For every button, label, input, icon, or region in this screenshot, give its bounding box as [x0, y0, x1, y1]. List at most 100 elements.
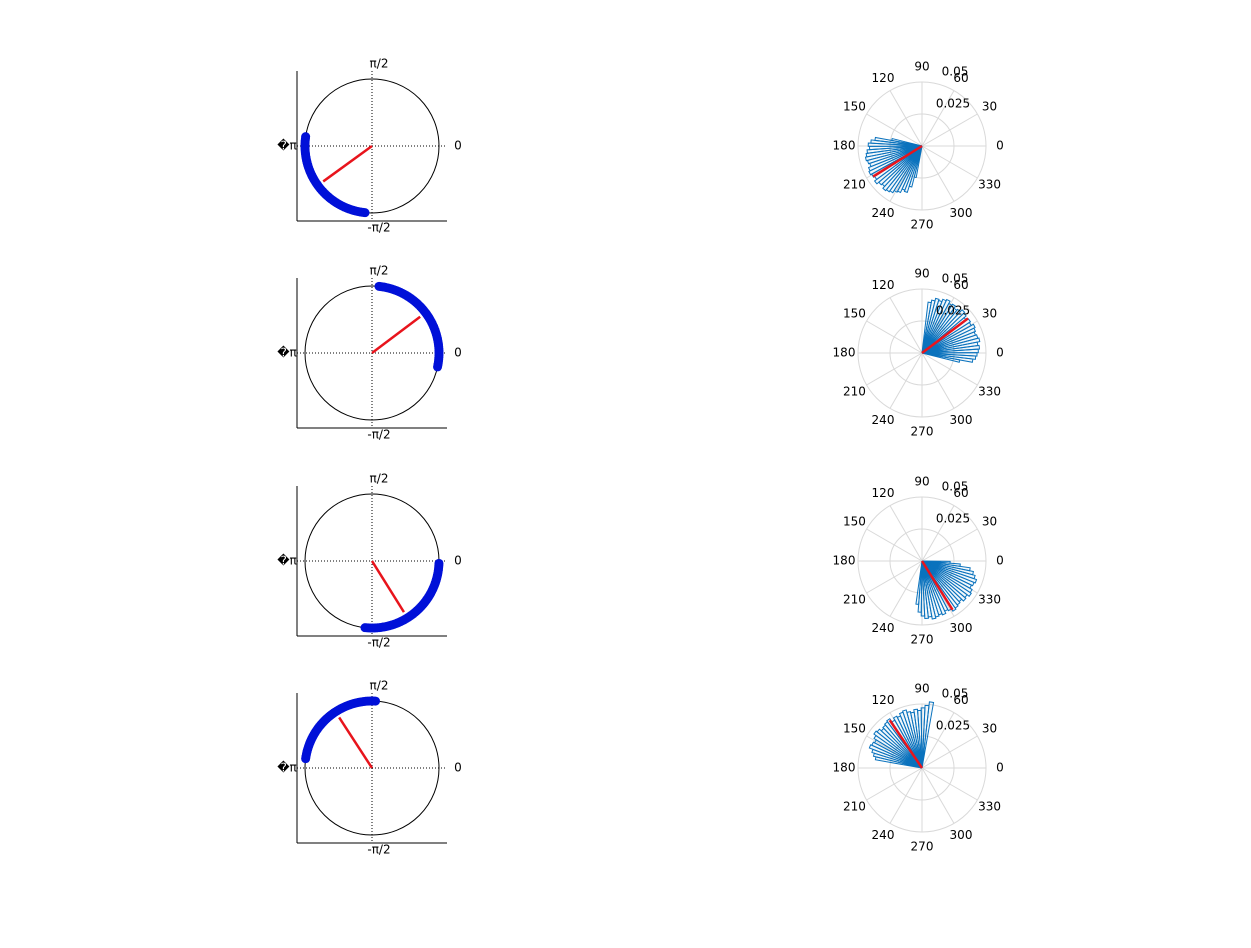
angle-tick-label: 330: [978, 593, 1001, 607]
grid-spoke: [866, 528, 923, 562]
radial-tick-label: 0.05: [942, 480, 969, 494]
circular-plot-1: π/2 0 �π -π/2: [277, 57, 462, 235]
circular-plot-3: π/2 0 �π -π/2: [277, 472, 462, 650]
mean-direction-line: [371, 315, 421, 354]
grid-spoke: [921, 767, 955, 824]
histogram-bar: [868, 744, 923, 769]
angle-tick-label: 300: [950, 828, 973, 842]
angle-tick-label: 120: [872, 486, 895, 500]
angle-tick-label: 150: [843, 515, 866, 529]
label-pi: �π: [277, 554, 297, 568]
grid-spoke: [921, 352, 978, 386]
histogram-bar: [908, 145, 923, 188]
angle-tick-label: 270: [911, 218, 934, 232]
histogram-bar: [921, 704, 930, 769]
label-pi: �π: [277, 761, 297, 775]
grid-spoke: [866, 560, 923, 594]
angle-tick-label: 30: [982, 515, 997, 529]
angle-tick-label: 30: [982, 307, 997, 321]
angle-tick-label: 60: [953, 71, 968, 85]
grid-spoke: [921, 712, 955, 769]
angle-tick-label: 120: [872, 693, 895, 707]
label-zero: 0: [454, 761, 462, 775]
angle-tick-label: 30: [982, 722, 997, 736]
grid-spoke: [866, 113, 923, 147]
angle-tick-label: 330: [978, 800, 1001, 814]
grid-spoke: [921, 145, 978, 179]
angle-tick-label: 60: [953, 486, 968, 500]
histogram-bar: [921, 298, 947, 354]
label-zero: 0: [454, 139, 462, 153]
grid-spoke: [889, 90, 923, 147]
label-pi: �π: [277, 139, 297, 153]
grid-spoke: [889, 297, 923, 354]
angle-tick-label: 90: [914, 475, 929, 489]
mean-direction-line: [322, 144, 373, 183]
angle-tick-label: 30: [982, 100, 997, 114]
histogram-bar: [921, 560, 976, 580]
grid-spoke: [921, 145, 955, 202]
mean-direction-line: [920, 560, 954, 611]
angle-tick-label: 210: [843, 385, 866, 399]
rose-plot-3: 0 30 60 90 120 150 180 210 240 270 300 330 0.025 0.05: [833, 475, 1004, 647]
histogram-bar: [921, 299, 936, 354]
histogram-bar: [893, 145, 923, 193]
angle-tick-label: 180: [833, 139, 856, 153]
histogram-bar: [873, 734, 923, 769]
grid-spoke: [889, 560, 923, 617]
histogram-bar: [913, 145, 923, 179]
mean-direction-line: [921, 317, 969, 354]
histogram-bar: [921, 560, 978, 584]
grid-spoke: [866, 320, 923, 354]
label-pi-half: π/2: [370, 679, 389, 693]
histogram-bar: [921, 560, 971, 572]
label-pi: �π: [277, 346, 297, 360]
data-point: [360, 208, 370, 218]
histogram-bar: [871, 748, 923, 769]
histogram-bar: [882, 145, 923, 192]
angle-tick-label: 180: [833, 346, 856, 360]
angle-tick-label: 0: [996, 346, 1004, 360]
data-point: [301, 754, 311, 764]
label-pi-half: π/2: [370, 57, 389, 71]
data-point: [434, 558, 444, 568]
label-minus-pi-half: -π/2: [367, 428, 390, 442]
angle-tick-label: 150: [843, 100, 866, 114]
label-minus-pi-half: -π/2: [367, 843, 390, 857]
histogram-bar: [921, 297, 940, 354]
angle-tick-label: 90: [914, 60, 929, 74]
histogram-bar: [921, 560, 951, 564]
radial-tick-label: 0.025: [936, 304, 970, 318]
angle-tick-label: 270: [911, 840, 934, 854]
angle-tick-label: 90: [914, 682, 929, 696]
histogram-bar: [921, 308, 961, 354]
histogram-bar: [921, 298, 951, 354]
angle-tick-label: 60: [953, 693, 968, 707]
label-zero: 0: [454, 554, 462, 568]
histogram-bar: [921, 303, 957, 354]
angle-tick-label: 300: [950, 206, 973, 220]
angle-tick-label: 240: [872, 413, 895, 427]
grid-spoke: [921, 113, 978, 147]
angle-tick-label: 240: [872, 621, 895, 635]
angle-tick-label: 180: [833, 554, 856, 568]
radial-tick-label: 0.025: [936, 97, 970, 111]
angle-tick-label: 240: [872, 828, 895, 842]
label-pi-half: π/2: [370, 264, 389, 278]
rose-plot-2: 0 30 60 90 120 150 180 210 240 270 300 330 0.025 0.05: [833, 267, 1004, 439]
mean-direction-line: [872, 144, 923, 178]
label-minus-pi-half: -π/2: [367, 636, 390, 650]
rose-plot-4: 0 30 60 90 120 150 180 210 240 270 300 330 0.025 0.05: [833, 682, 1004, 854]
histogram-bar: [921, 560, 974, 576]
angle-tick-label: 0: [996, 139, 1004, 153]
radial-tick-label: 0.025: [936, 719, 970, 733]
mean-direction-line: [888, 719, 924, 769]
angle-tick-label: 210: [843, 593, 866, 607]
histogram-bar: [873, 730, 923, 769]
histogram-bar: [921, 560, 967, 602]
histogram-bar: [921, 560, 972, 597]
histogram-bar: [874, 756, 923, 769]
grid-spoke: [921, 735, 978, 769]
label-zero: 0: [454, 346, 462, 360]
